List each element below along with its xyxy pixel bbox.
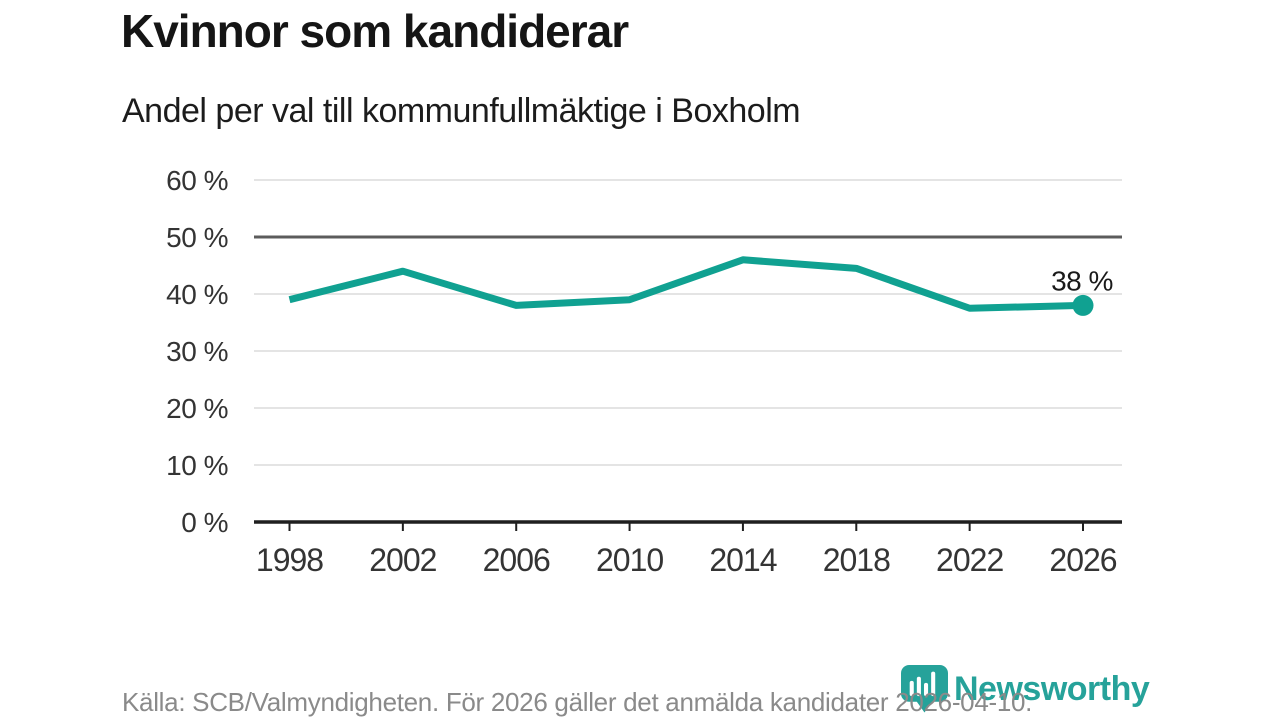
y-axis-label: 50 % (166, 222, 228, 253)
page-subtitle: Andel per val till kommunfullmäktige i B… (122, 92, 801, 130)
x-axis-label: 2022 (936, 542, 1003, 578)
x-axis-label: 2010 (596, 542, 663, 578)
newsworthy-pin-icon (901, 665, 948, 713)
end-point-marker (1072, 294, 1094, 316)
y-axis-label: 10 % (166, 450, 228, 481)
y-axis-label: 0 % (181, 507, 228, 538)
x-axis-label: 2002 (369, 542, 436, 578)
y-axis-label: 30 % (166, 336, 228, 367)
x-axis-label: 2018 (823, 542, 890, 578)
x-axis-label: 2014 (709, 542, 776, 578)
x-axis-label: 2026 (1049, 542, 1116, 578)
newsworthy-logo (901, 665, 948, 713)
page-title: Kvinnor som kandiderar (121, 5, 629, 57)
pin-bar-chart-glyph (909, 671, 936, 697)
y-axis-label: 40 % (166, 279, 228, 310)
source-note: Källa: SCB/Valmyndigheten. För 2026 gäll… (122, 687, 1033, 717)
x-axis-label: 1998 (256, 542, 323, 578)
y-axis-label: 60 % (166, 165, 228, 196)
newsworthy-wordmark: Newsworthy (954, 670, 1150, 708)
x-axis-label: 2006 (483, 542, 550, 578)
data-line (288, 256, 1084, 312)
y-axis-label: 20 % (166, 393, 228, 424)
end-value-label: 38 % (1051, 265, 1113, 296)
